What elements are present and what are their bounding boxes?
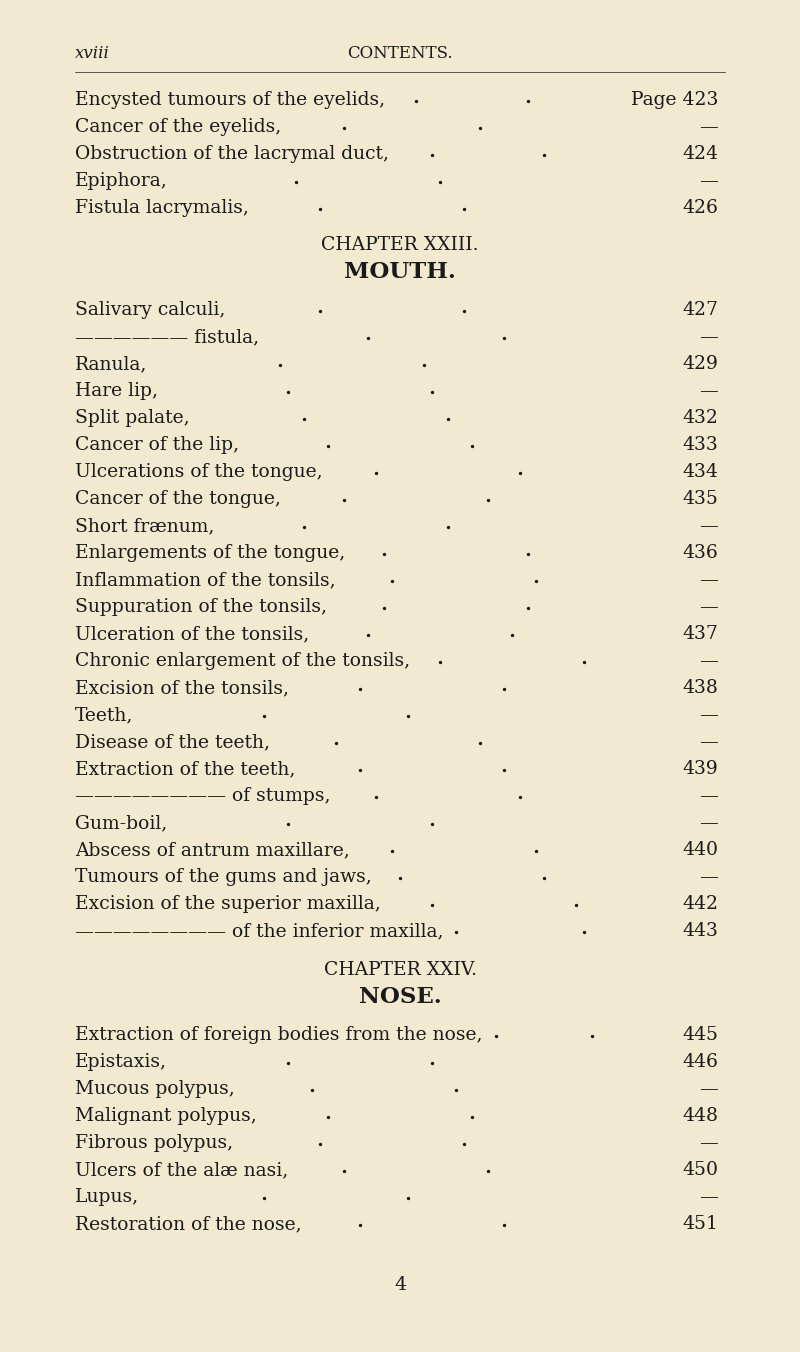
Text: Inflammation of the tonsils,: Inflammation of the tonsils, [75,571,336,589]
Text: Suppuration of the tonsils,: Suppuration of the tonsils, [75,598,327,617]
Text: 426: 426 [682,199,718,218]
Text: Obstruction of the lacrymal duct,: Obstruction of the lacrymal duct, [75,145,389,164]
Text: Ulceration of the tonsils,: Ulceration of the tonsils, [75,625,310,644]
Text: —: — [699,571,718,589]
Text: —: — [699,868,718,886]
Text: Abscess of antrum maxillare,: Abscess of antrum maxillare, [75,841,350,859]
Text: Ulcers of the alæ nasi,: Ulcers of the alæ nasi, [75,1161,288,1179]
Text: —————— fistula,: —————— fistula, [75,329,259,346]
Text: 433: 433 [682,435,718,454]
Text: 448: 448 [682,1107,718,1125]
Text: 450: 450 [682,1161,718,1179]
Text: MOUTH.: MOUTH. [344,261,456,283]
Text: Page 423: Page 423 [630,91,718,110]
Text: —: — [699,516,718,535]
Text: —: — [699,814,718,831]
Text: 438: 438 [682,679,718,698]
Text: —: — [699,1080,718,1098]
Text: 442: 442 [682,895,718,913]
Text: —: — [699,118,718,137]
Text: —: — [699,733,718,750]
Text: 440: 440 [682,841,718,859]
Text: Epiphora,: Epiphora, [75,172,168,191]
Text: —: — [699,172,718,191]
Text: Excision of the superior maxilla,: Excision of the superior maxilla, [75,895,381,913]
Text: 429: 429 [682,356,718,373]
Text: Salivary calculi,: Salivary calculi, [75,301,226,319]
Text: xviii: xviii [75,45,110,62]
Text: CONTENTS.: CONTENTS. [347,45,453,62]
Text: 424: 424 [682,145,718,164]
Text: 445: 445 [682,1026,718,1044]
Text: 451: 451 [682,1215,718,1233]
Text: ———————— of stumps,: ———————— of stumps, [75,787,330,804]
Text: Ranula,: Ranula, [75,356,147,373]
Text: 432: 432 [682,410,718,427]
Text: Extraction of the teeth,: Extraction of the teeth, [75,760,295,777]
Text: 4: 4 [394,1276,406,1294]
Text: Cancer of the tongue,: Cancer of the tongue, [75,489,281,508]
Text: Gum-boil,: Gum-boil, [75,814,167,831]
Text: Cancer of the lip,: Cancer of the lip, [75,435,239,454]
Text: 427: 427 [682,301,718,319]
Text: Fistula lacrymalis,: Fistula lacrymalis, [75,199,249,218]
Text: 446: 446 [682,1053,718,1071]
Text: —: — [699,383,718,400]
Text: CHAPTER XXIII.: CHAPTER XXIII. [322,237,478,254]
Text: —: — [699,598,718,617]
Text: Short frænum,: Short frænum, [75,516,214,535]
Text: Fibrous polypus,: Fibrous polypus, [75,1134,233,1152]
Text: Lupus,: Lupus, [75,1188,139,1206]
Text: —: — [699,787,718,804]
Text: 436: 436 [682,544,718,562]
Text: —: — [699,1188,718,1206]
Text: Hare lip,: Hare lip, [75,383,158,400]
Text: Disease of the teeth,: Disease of the teeth, [75,733,270,750]
Text: 434: 434 [682,462,718,481]
Text: Teeth,: Teeth, [75,706,134,725]
Text: Excision of the tonsils,: Excision of the tonsils, [75,679,289,698]
Text: Restoration of the nose,: Restoration of the nose, [75,1215,302,1233]
Text: Ulcerations of the tongue,: Ulcerations of the tongue, [75,462,322,481]
Text: 443: 443 [682,922,718,940]
Text: —: — [699,1134,718,1152]
Text: —: — [699,706,718,725]
Text: Epistaxis,: Epistaxis, [75,1053,167,1071]
Text: Mucous polypus,: Mucous polypus, [75,1080,234,1098]
Text: 439: 439 [682,760,718,777]
Text: Enlargements of the tongue,: Enlargements of the tongue, [75,544,346,562]
Text: NOSE.: NOSE. [358,986,442,1009]
Text: Cancer of the eyelids,: Cancer of the eyelids, [75,118,282,137]
Text: Encysted tumours of the eyelids,: Encysted tumours of the eyelids, [75,91,385,110]
Text: —: — [699,652,718,671]
Text: ———————— of the inferior maxilla,: ———————— of the inferior maxilla, [75,922,443,940]
Text: CHAPTER XXIV.: CHAPTER XXIV. [323,961,477,979]
Text: —: — [699,329,718,346]
Text: 435: 435 [682,489,718,508]
Text: Extraction of foreign bodies from the nose,: Extraction of foreign bodies from the no… [75,1026,482,1044]
Text: Split palate,: Split palate, [75,410,190,427]
Text: 437: 437 [682,625,718,644]
Text: Tumours of the gums and jaws,: Tumours of the gums and jaws, [75,868,372,886]
Text: Chronic enlargement of the tonsils,: Chronic enlargement of the tonsils, [75,652,410,671]
Text: Malignant polypus,: Malignant polypus, [75,1107,257,1125]
